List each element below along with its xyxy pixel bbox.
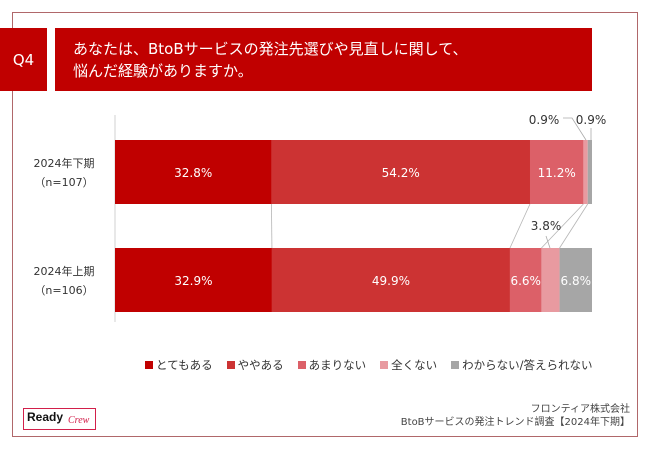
question-title-box: あなたは、BtoBサービスの発注先選びや見直しに関して、 悩んだ経験がありますか… [55, 28, 592, 91]
legend-item: ややある [226, 357, 284, 373]
category-n-label: （n=106） [34, 284, 93, 297]
legend-label: 全くない [391, 358, 438, 372]
legend-item: あまりない [297, 357, 367, 373]
data-label: 6.8% [561, 274, 592, 288]
footer-company: フロンティア株式会社 [530, 404, 630, 415]
bar-segment [583, 140, 588, 204]
data-label: 32.9% [174, 274, 212, 288]
legend-swatch [451, 361, 460, 369]
series-connector-line [559, 203, 589, 249]
question-number: Q4 [12, 50, 35, 69]
category-label: 2024年上期 [34, 264, 95, 278]
legend-swatch [226, 361, 235, 369]
question-text-line-1: あなたは、BtoBサービスの発注先選びや見直しに関して、 [73, 40, 468, 58]
series-connector-line [509, 203, 531, 249]
label-leader-line [545, 235, 551, 249]
data-label: 32.8% [174, 166, 212, 180]
legend-swatch [145, 361, 153, 369]
chart-legend: とてもある ややある あまりない 全くない わからない/答えられない [145, 357, 592, 373]
legend-swatch [297, 361, 306, 369]
data-label-outside: 0.9% [576, 113, 607, 127]
legend-item: とてもある [145, 357, 213, 373]
question-number-badge: Q4 [0, 28, 47, 91]
label-leader-line [563, 117, 587, 141]
data-label: 6.6% [510, 274, 541, 288]
legend-swatch [380, 361, 389, 369]
data-label: 54.2% [382, 166, 420, 180]
legend-label: とてもある [156, 358, 213, 372]
question-text-line-2: 悩んだ経験がありますか。 [73, 62, 253, 80]
legend-item: 全くない [380, 357, 437, 373]
legend-label: わからない/答えられない [462, 358, 593, 372]
data-label-outside: 3.8% [531, 219, 562, 233]
data-label-outside: 0.9% [529, 113, 560, 127]
series-connector-line [541, 203, 584, 249]
logo-text-main: Ready [27, 410, 64, 424]
logo-text-sub: Crew [68, 415, 90, 426]
bar-segment [587, 140, 592, 204]
data-label: 11.2% [538, 166, 576, 180]
content-frame [12, 12, 638, 437]
legend-label: あまりない [308, 358, 367, 372]
bar-segment [271, 248, 510, 312]
footer-credit: フロンティア株式会社 BtoBサービスの発注トレンド調査【2024年下期】 [401, 403, 630, 429]
footer-survey: BtoBサービスの発注トレンド調査【2024年下期】 [400, 417, 630, 428]
bar-segment [529, 140, 584, 204]
ready-crew-logo: Ready Crew [23, 408, 96, 430]
bar-segment [541, 248, 560, 312]
bar-segment [271, 140, 530, 204]
category-label: 2024年下期 [34, 156, 95, 170]
legend-label: ややある [237, 358, 284, 372]
bar-segment [509, 248, 542, 312]
category-n-label: （n=107） [34, 176, 93, 189]
bar-segment [115, 140, 272, 204]
bar-segment [559, 248, 592, 312]
legend-item: わからない/答えられない [451, 357, 592, 373]
data-label: 49.9% [372, 274, 410, 288]
bar-segment [115, 248, 272, 312]
